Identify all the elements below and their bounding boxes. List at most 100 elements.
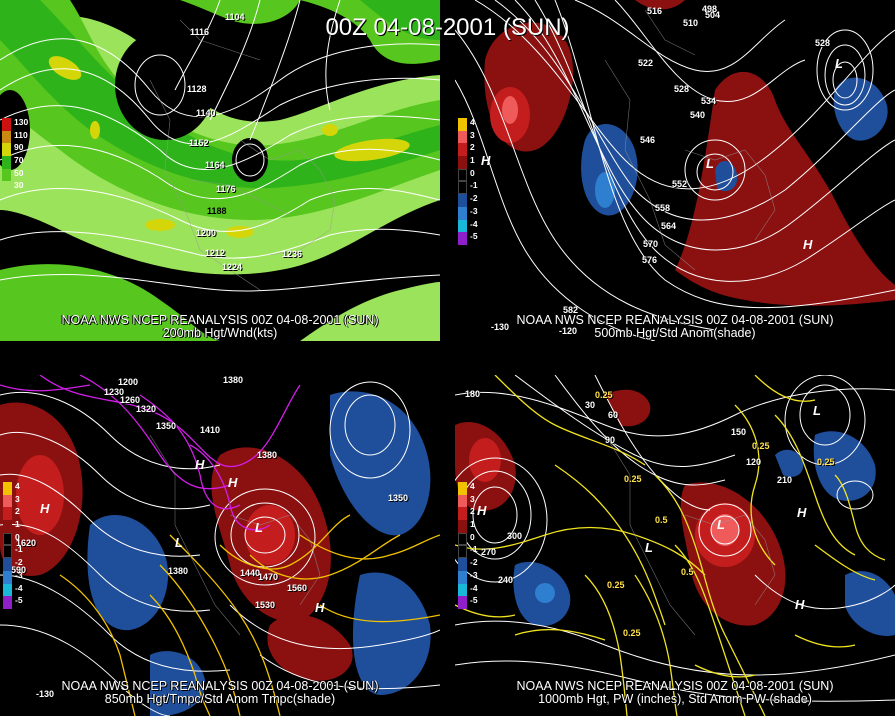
contour-label: 510	[683, 18, 699, 28]
high-center: H	[228, 475, 238, 490]
legend-swatch-110	[2, 130, 11, 144]
legend-swatch-70	[2, 156, 11, 169]
contour-label: 1470	[258, 572, 279, 582]
legend-swatch-neg4	[458, 583, 467, 597]
high-center: H	[477, 503, 487, 518]
legend-label: 0	[15, 531, 20, 542]
legend-swatch-neg3	[458, 570, 467, 584]
legend-label: 70	[14, 155, 24, 166]
contour-label: 1440	[240, 568, 261, 578]
caption-line2: 200mb Hgt/Wnd(kts)	[162, 326, 278, 340]
legend-swatch-neg5	[458, 596, 467, 609]
low-center: L	[255, 520, 263, 535]
contour-label: 1620	[16, 538, 37, 548]
high-center: H	[803, 237, 813, 252]
contour-label: 1188	[207, 206, 227, 216]
contour-label: 528	[815, 38, 831, 48]
contour-label: 1236	[282, 249, 303, 259]
legend-swatch-pos1	[458, 156, 467, 169]
legend-label: -4	[470, 218, 478, 229]
legend-label: -5	[470, 595, 478, 606]
contour-label: 1350	[388, 493, 409, 503]
high-center: H	[481, 153, 491, 168]
high-center: H	[795, 597, 805, 612]
panel-200mb: 130 110 90 70 50 30 1104 1116 1128 1140 …	[0, 0, 440, 341]
legend-swatch-50	[2, 168, 11, 182]
legend-swatch-pos4	[3, 482, 12, 495]
legend-swatch-neg2	[458, 194, 467, 207]
pw-label: 0.25	[595, 390, 613, 400]
contour-label: 240	[498, 575, 514, 585]
legend-swatch-neg4	[458, 219, 467, 233]
caption-line1: NOAA NWS NCEP REANALYSIS 00Z 04-08-2001 …	[516, 679, 834, 693]
panel-850mb-map	[0, 375, 440, 716]
high-center: H	[40, 501, 50, 516]
contour-label: 576	[642, 255, 658, 265]
axis-lon-label: -130	[491, 322, 510, 332]
contour-label: 1176	[216, 184, 236, 194]
contour-label: 1164	[205, 160, 225, 170]
contour-label: 1590	[6, 565, 27, 575]
contour-label: 528	[674, 84, 690, 94]
contour-label: 516	[647, 6, 663, 16]
legend-label: 3	[470, 493, 475, 504]
pw-label: 0.25	[817, 457, 835, 467]
axis-lon-label: -120	[559, 326, 578, 336]
legend-label: 1	[470, 155, 475, 166]
legend-swatch-neg5	[3, 596, 12, 609]
contour-label: 180	[465, 389, 481, 399]
legend-label: 2	[470, 142, 475, 153]
legend-swatch-pos4	[458, 482, 467, 495]
legend-label: 2	[15, 506, 20, 517]
legend-swatch-neg1	[458, 181, 467, 195]
caption-line2: 1000mb Hgt, PW (inches), Std Anom PW (sh…	[538, 692, 812, 706]
legend-label: 4	[15, 481, 20, 491]
legend-label: -4	[470, 582, 478, 593]
legend-swatch-neg2	[458, 558, 467, 571]
legend-label: -5	[470, 231, 478, 242]
legend-label: -1	[470, 544, 478, 555]
contour-label: 1152	[189, 138, 209, 148]
legend-swatch-neg5	[458, 232, 467, 245]
caption-line1: NOAA NWS NCEP REANALYSIS 00Z 04-08-2001 …	[61, 679, 379, 693]
legend-label: 110	[14, 129, 28, 140]
contour-label: 270	[481, 547, 497, 557]
contour-label: 1260	[120, 395, 141, 405]
legend-label: -1	[15, 544, 23, 555]
panel-1000mb: 4 3 2 1 0 -1 -2 -3 -4 -5 180 150 120 90 …	[455, 375, 895, 716]
low-center: L	[813, 403, 821, 418]
legend-label: 1	[470, 519, 475, 530]
high-center: H	[195, 457, 205, 472]
contour-label: 1200	[118, 377, 139, 387]
pw-label: 0.25	[623, 628, 641, 638]
legend-label: 30	[14, 180, 24, 191]
legend-label: -2	[470, 193, 478, 204]
legend-swatch-zero	[458, 168, 467, 182]
legend-swatch-130	[2, 118, 11, 131]
legend-label: -3	[470, 569, 478, 580]
contour-label: 120	[746, 457, 762, 467]
legend-label: -3	[15, 569, 23, 580]
panel-850mb: 4 3 2 1 0 -1 -2 -3 -4 -5 1200 1230 1260 …	[0, 375, 440, 716]
contour-label: 540	[690, 110, 706, 120]
legend-swatch-pos4	[458, 118, 467, 131]
contour-label: 60	[608, 410, 619, 420]
contour-label: 582	[563, 305, 579, 315]
contour-label: 1104	[225, 12, 245, 22]
legend-swatch-90	[2, 143, 11, 157]
contour-label: 1212	[205, 248, 226, 258]
legend-label: 4	[470, 481, 475, 491]
contour-label: 546	[640, 135, 656, 145]
contour-label: 504	[705, 10, 721, 20]
caption-line2: 850mb Hgt/Tmpc/Std Anom Tmpc(shade)	[104, 692, 336, 706]
legend-swatch-pos2	[458, 507, 467, 521]
contour-label: 552	[672, 179, 688, 189]
contour-label: 522	[638, 58, 654, 68]
legend-label: -1	[470, 180, 478, 191]
legend-swatch-neg1	[458, 545, 467, 559]
legend-swatch-zero	[3, 532, 12, 546]
caption-line1: NOAA NWS NCEP REANALYSIS 00Z 04-08-2001 …	[61, 313, 379, 327]
contour-label: 1410	[200, 425, 221, 435]
contour-label: 1230	[104, 387, 125, 397]
legend-label: 0	[470, 167, 475, 178]
